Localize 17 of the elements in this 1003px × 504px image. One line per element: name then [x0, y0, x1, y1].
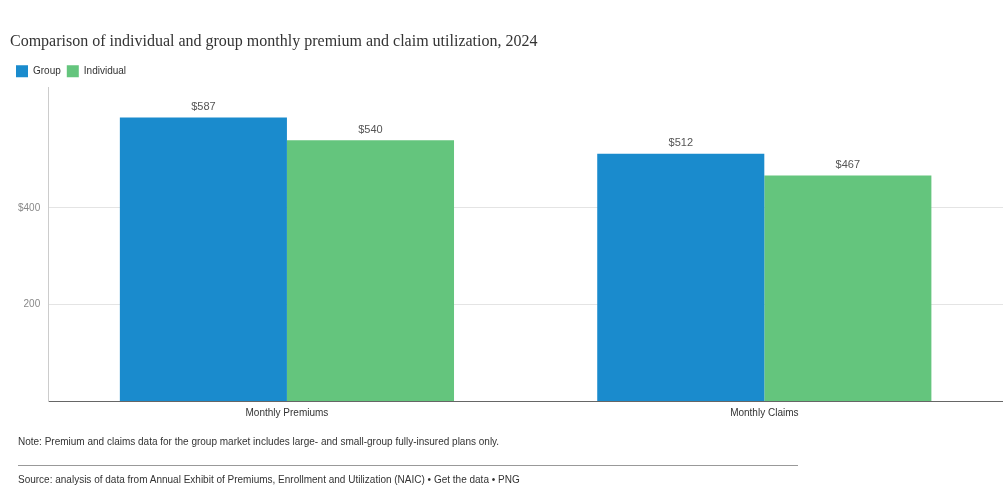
y-tick-label: 200 [23, 298, 41, 310]
data-label: $467 [835, 158, 861, 171]
bar [764, 175, 932, 401]
chart-title: Comparison of individual and group monthly premium and claim utilization, 2024 [10, 31, 538, 50]
y-tick-label: $400 [18, 201, 41, 213]
data-label: $587 [191, 100, 216, 113]
legend-label: Group [33, 64, 62, 76]
bar [286, 140, 455, 401]
text: Note: Premium and claims data for the group market includes large- and small-group fully-insured plans only. [18, 436, 500, 447]
x-tick-label: Monthly Premiums [245, 406, 329, 418]
bar [119, 117, 287, 401]
legend-label: Individual [83, 64, 127, 76]
bar [597, 153, 765, 401]
source-note: Source: analysis of data from Annual Exhibit of Premiums, Enrollment and Utilization (NAIC) • Get the data • PNG [18, 465, 798, 485]
data-label: $540 [358, 122, 383, 135]
data-label: $512 [668, 136, 694, 149]
x-tick-label: Monthly Claims [730, 406, 799, 418]
